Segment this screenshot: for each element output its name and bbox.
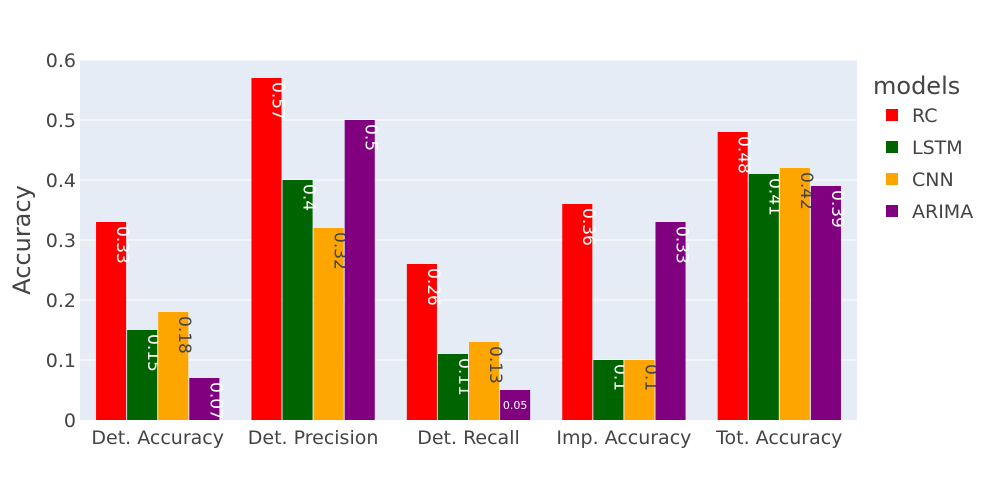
bar-arima: [344, 120, 375, 420]
bar-cnn: [469, 342, 500, 420]
bar-data-label: 0.48: [734, 136, 754, 174]
bar-lstm: [748, 174, 779, 420]
bar-data-label: 0.36: [578, 208, 598, 246]
bar-data-label: 0.15: [143, 334, 163, 372]
bar-data-label: 0.42: [796, 172, 816, 210]
bar-cnn: [313, 228, 344, 420]
bar-rc: [251, 78, 282, 420]
x-tick-label: Tot. Accuracy: [715, 427, 842, 449]
bar-arima: [810, 186, 841, 420]
bar-lstm: [127, 330, 158, 420]
bar-arima: [655, 222, 686, 420]
bar-data-label: 0.26: [423, 268, 443, 306]
legend-swatch-lstm: [886, 141, 898, 153]
legend-label: CNN: [912, 169, 954, 191]
bar-data-label: 0.1: [640, 364, 660, 391]
bar-lstm: [282, 180, 313, 420]
x-axis-ticks: Det. Accuracy Det. Precision Det. Recall Im…: [91, 427, 842, 449]
bar-data-label: 0.11: [454, 358, 474, 396]
bar-rc: [96, 222, 127, 420]
x-tick-label: Imp. Accuracy: [556, 427, 691, 449]
y-tick-label: 0: [64, 410, 76, 432]
bar-data-label: 0.39: [827, 190, 847, 228]
legend-title: models: [873, 72, 960, 100]
y-tick-label: 0.4: [46, 170, 76, 192]
bar-data-label: 0.41: [765, 178, 785, 216]
bar-data-label: 0.07: [205, 382, 225, 420]
legend-label: RC: [912, 105, 938, 127]
bar-data-label: 0.5: [361, 124, 381, 151]
x-tick-label: Det. Precision: [248, 427, 379, 449]
bar-cnn: [624, 360, 655, 420]
y-tick-label: 0.6: [46, 50, 76, 72]
bar-data-label: 0.13: [485, 346, 505, 384]
bar-data-label: 0.4: [299, 184, 319, 211]
bar-lstm: [593, 360, 624, 420]
x-tick-label: Det. Recall: [417, 427, 520, 449]
bar-data-label: 0.57: [267, 82, 287, 120]
bar-data-label: 0.18: [174, 316, 194, 354]
legend: models RC LSTM CNN ARIMA: [873, 72, 973, 223]
bar-data-label: 0.33: [112, 226, 132, 264]
legend-label: ARIMA: [912, 201, 973, 223]
y-tick-label: 0.1: [46, 350, 76, 372]
bar-data-label: 0.05: [503, 399, 528, 412]
bar-data-label: 0.1: [609, 364, 629, 391]
x-tick-label: Det. Accuracy: [91, 427, 224, 449]
y-axis-title: Accuracy: [8, 185, 36, 295]
legend-swatch-rc: [886, 109, 898, 121]
bar-lstm: [437, 354, 468, 420]
y-axis-ticks: 0 0.1 0.2 0.3 0.4 0.5 0.6: [46, 50, 76, 432]
bar-arima: [189, 378, 220, 420]
bar-arima: [500, 390, 531, 420]
bar-cnn: [158, 312, 189, 420]
legend-label: LSTM: [912, 137, 963, 159]
bar-rc: [717, 132, 748, 420]
y-tick-label: 0.2: [46, 290, 76, 312]
bar-data-label: 0.33: [671, 226, 691, 264]
bars: 0.33 0.15 0.18 0.07 0.57 0.4 0.32 0.5 0.26 0.11 0.…: [96, 78, 847, 420]
bar-rc: [406, 264, 437, 420]
bar-data-label: 0.32: [330, 232, 350, 270]
grid-lines: [80, 59, 857, 361]
bar-rc: [562, 204, 593, 420]
y-tick-label: 0.5: [46, 110, 76, 132]
y-tick-label: 0.3: [46, 230, 76, 252]
legend-swatch-arima: [886, 205, 898, 217]
legend-swatch-cnn: [886, 173, 898, 185]
bar-cnn: [779, 168, 810, 420]
